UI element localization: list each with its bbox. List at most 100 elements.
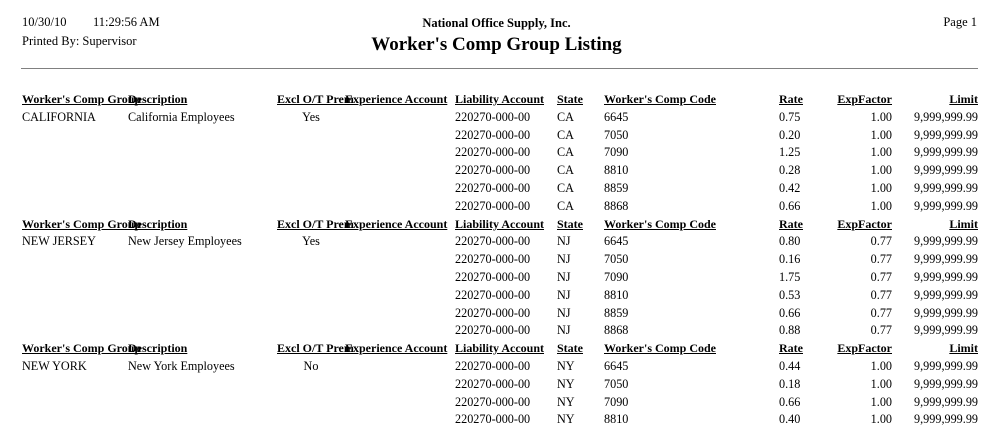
cell-exp-factor: 1.00 [870, 180, 892, 195]
cell-liability-account: 220270-000-00 [455, 252, 531, 267]
column-header-description: Description [128, 92, 188, 106]
cell-wc-code: 7090 [604, 394, 629, 409]
cell-wc-code: 8810 [604, 163, 629, 178]
table-row: 220270-000-00 NJ 7090 1.75 0.77 9,999,999.99 [0, 270, 993, 288]
column-header-wc-code: Worker's Comp Code [604, 216, 716, 231]
table-row: CALIFORNIA California Employees Yes 220270-… [0, 110, 993, 128]
cell-exp-factor: 0.77 [870, 305, 892, 320]
column-header-wc-code: Worker's Comp Code [604, 341, 716, 356]
cell-exp-factor: 1.00 [870, 127, 892, 142]
cell-exp-factor: 0.77 [870, 323, 892, 338]
cell-liability-account: 220270-000-00 [455, 163, 531, 178]
cell-limit: 9,999,999.99 [914, 252, 978, 267]
column-header-exp-factor: ExpFactor [837, 216, 892, 231]
cell-state: NJ [557, 323, 571, 338]
cell-liability-account: 220270-000-00 [455, 180, 531, 195]
cell-wc-code: 8859 [604, 305, 629, 320]
cell-wc-code: 8868 [604, 198, 629, 213]
cell-liability-account: 220270-000-00 [455, 430, 530, 432]
cell-rate: 0.66 [779, 198, 801, 213]
cell-state: NY [557, 412, 575, 427]
cell-exp-factor: 1.00 [870, 358, 892, 373]
group-excl-ot-prem: No [303, 358, 319, 373]
column-header-state: State [557, 341, 583, 356]
cell-wc-code: 7090 [604, 145, 629, 160]
cell-rate: 0.73 [779, 430, 813, 432]
table-row: 220270-000-00 CA 8868 0.66 1.00 9,999,999.99 [0, 199, 993, 217]
cell-state: CA [557, 109, 574, 124]
header-divider [21, 68, 978, 69]
cell-liability-account: 220270-000-00 [455, 287, 531, 302]
cell-limit: 9,999,999.99 [914, 287, 978, 302]
cell-rate: 1.75 [779, 269, 801, 284]
table-row: 220270-000-00 NJ 7050 0.16 0.77 9,999,999.99 [0, 252, 993, 270]
column-header-limit: Limit [949, 341, 978, 356]
cell-exp-factor: 0.77 [870, 269, 892, 284]
cell-liability-account: 220270-000-00 [455, 358, 531, 373]
report-date: 10/30/10 [22, 15, 67, 29]
column-header-excl-ot-prem: Excl O/T Prem [277, 92, 354, 106]
column-header-group: Worker's Comp Group [22, 216, 142, 231]
page-title: Worker's Comp Group Listing [371, 34, 622, 55]
cell-wc-code: 6645 [604, 358, 629, 373]
cell-wc-code: 8810 [604, 287, 629, 302]
cell-rate: 0.40 [779, 412, 801, 427]
cell-state: NJ [557, 252, 571, 267]
group-section: Worker's Comp Group Description Excl O/T P… [0, 341, 993, 432]
cell-rate: 0.66 [779, 394, 801, 409]
table-row: 220270-000-00 NJ 8810 0.53 0.77 9,999,999.99 [0, 288, 993, 306]
cell-limit: 9,999,999.99 [914, 163, 978, 178]
cell-wc-code: 6645 [604, 109, 629, 124]
cell-state: NJ [557, 287, 571, 302]
cell-state: CA [557, 180, 574, 195]
cell-rate: 0.75 [779, 109, 801, 124]
cell-limit: 9,999,999.99 [914, 269, 978, 284]
cell-exp-factor: 0.77 [870, 252, 892, 267]
cell-liability-account: 220270-000-00 [455, 376, 531, 391]
group-section: Worker's Comp Group Description Excl O/T P… [0, 217, 993, 342]
cell-rate: 0.88 [779, 323, 801, 338]
column-header-experience-account: Experience Account [345, 216, 448, 231]
column-header-state: State [557, 92, 583, 106]
cell-exp-factor: 0.77 [870, 287, 892, 302]
cell-exp-factor: 1.00 [870, 163, 892, 178]
cell-limit: 9,999,999.99 [914, 394, 978, 409]
cell-state: NY [557, 394, 575, 409]
cell-liability-account: 220270-000-00 [455, 127, 531, 142]
cell-state: CA [557, 145, 574, 160]
cell-state: CA [557, 127, 574, 142]
column-header-rate: Rate [779, 341, 803, 356]
cell-liability-account: 220270-000-00 [455, 109, 531, 124]
group-excl-ot-prem: Yes [302, 234, 320, 249]
cell-limit: 9,999,999.99 [914, 412, 978, 427]
group-name: CALIFORNIA [22, 109, 96, 124]
cell-state: NJ [557, 305, 571, 320]
cell-exp-factor: 1.00 [870, 412, 892, 427]
table-row: 220270-000-00 NY 8810 0.40 1.00 9,999,999.99 [0, 412, 993, 430]
cell-state: NJ [557, 269, 571, 284]
cell-wc-code: 8868 [604, 323, 629, 338]
cell-liability-account: 220270-000-00 [455, 198, 531, 213]
column-header-exp-factor: ExpFactor [837, 341, 892, 356]
cell-wc-code: 7090 [604, 269, 629, 284]
cell-exp-factor: 1.00 [870, 145, 892, 160]
cell-wc-code: 7050 [604, 376, 629, 391]
column-header-excl-ot-prem: Excl O/T Prem [277, 341, 354, 356]
cell-limit: 9,999,999.99 [914, 323, 978, 338]
table-row: 220270-000-00 NY 7090 0.66 1.00 9,999,999.99 [0, 395, 993, 413]
cell-wc-code: 7050 [604, 252, 629, 267]
cell-exp-factor: 1.00 [870, 376, 892, 391]
page-number: Page 1 [943, 15, 977, 29]
column-header-row: Worker's Comp Group Description Excl O/T P… [0, 341, 993, 359]
group-description: California Employees [128, 109, 235, 124]
column-header-rate: Rate [779, 92, 803, 106]
column-header-liability-account: Liability Account [455, 216, 545, 231]
cell-limit: 9,999,999.99 [914, 109, 978, 124]
group-name: NEW JERSEY [22, 234, 96, 249]
cell-exp-factor: 1.00 [870, 394, 892, 409]
table-row: 220270-000-00 NJ 8859 0.66 0.77 9,999,999.99 [0, 306, 993, 324]
cell-state: CA [557, 198, 574, 213]
cell-exp-factor: 1.00 [870, 198, 892, 213]
column-header-row: Worker's Comp Group Description Excl O/T P… [0, 92, 993, 110]
cell-wc-code: 8810 [604, 412, 629, 427]
